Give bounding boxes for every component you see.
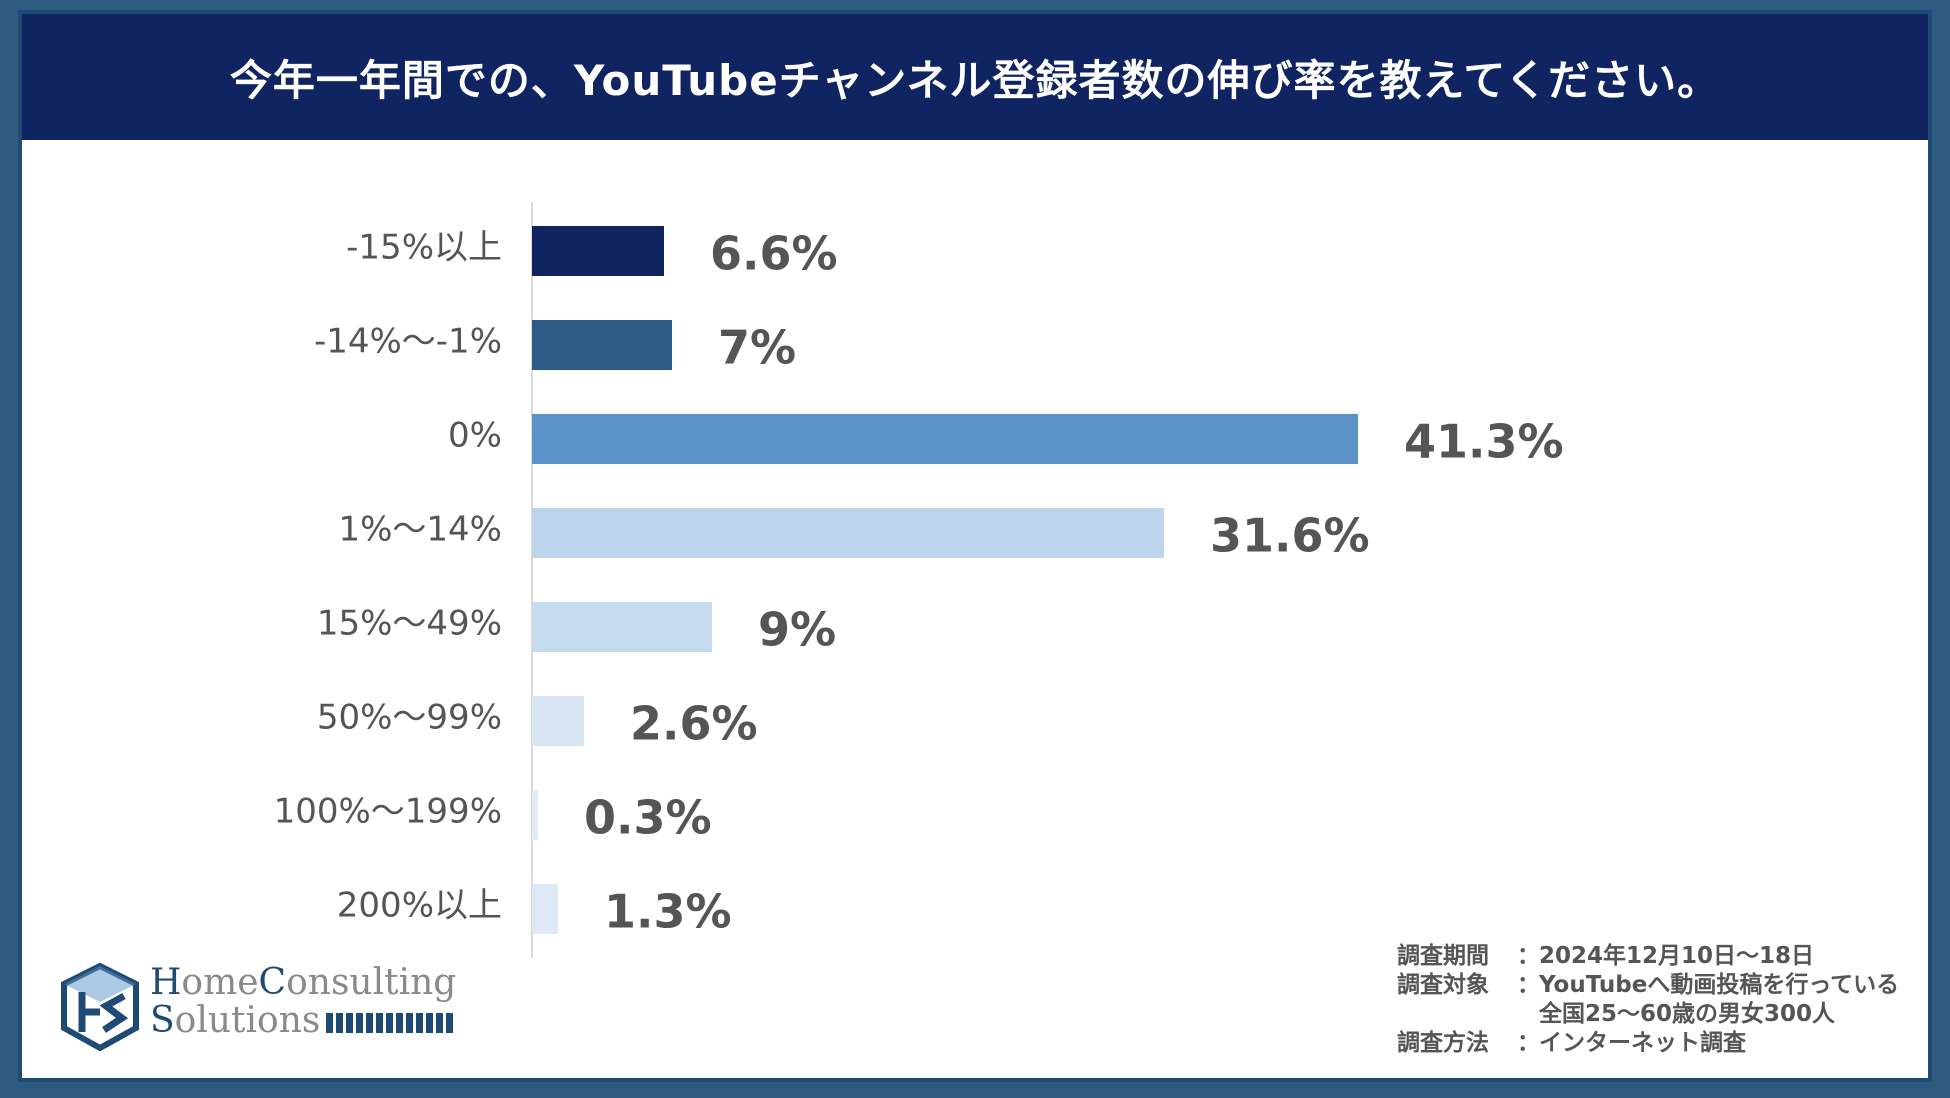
note-sep bbox=[1517, 1000, 1539, 1029]
bar bbox=[532, 320, 672, 370]
category-label: 50%〜99% bbox=[317, 698, 502, 738]
bar bbox=[532, 602, 712, 652]
data-label: 0.3% bbox=[584, 791, 712, 845]
category-label: 0% bbox=[448, 416, 502, 456]
bar bbox=[532, 790, 538, 840]
category-label: -15%以上 bbox=[346, 228, 502, 268]
note-key: 調査対象 bbox=[1397, 972, 1489, 998]
note-key: 調査方法 bbox=[1397, 1030, 1489, 1056]
logo-dots bbox=[326, 1013, 457, 1033]
category-label: 1%〜14% bbox=[338, 510, 502, 550]
note-sep: ： bbox=[1517, 943, 1540, 969]
company-logo: HomeConsulting Solutions bbox=[60, 962, 480, 1052]
bar bbox=[532, 884, 558, 934]
category-label: -14%〜-1% bbox=[314, 322, 502, 362]
note-sep: ： bbox=[1517, 972, 1540, 998]
note-row-target-cont: 全国25〜60歳の男女300人 bbox=[1397, 1000, 1899, 1029]
category-label: 15%〜49% bbox=[317, 604, 502, 644]
slide-frame: 今年一年間での、YouTubeチャンネル登録者数の伸び率を教えてください。 -1… bbox=[18, 10, 1932, 1082]
survey-notes: 調査期間 ： 2024年12月10日〜18日 調査対象 ： YouTubeへ動画… bbox=[1397, 942, 1899, 1058]
note-value: 2024年12月10日〜18日 bbox=[1539, 943, 1815, 969]
data-label: 31.6% bbox=[1210, 509, 1370, 563]
logo-wordmark: HomeConsulting Solutions bbox=[150, 962, 457, 1041]
data-label: 7% bbox=[718, 321, 796, 375]
bar bbox=[532, 508, 1164, 558]
bar bbox=[532, 414, 1358, 464]
data-label: 9% bbox=[758, 603, 836, 657]
note-key: 調査期間 bbox=[1397, 943, 1489, 969]
data-label: 41.3% bbox=[1404, 415, 1564, 469]
note-key bbox=[1397, 1000, 1517, 1029]
note-row-target: 調査対象 ： YouTubeへ動画投稿を行っている bbox=[1397, 971, 1899, 1000]
data-label: 1.3% bbox=[604, 885, 732, 939]
bar bbox=[532, 226, 664, 276]
note-value: インターネット調査 bbox=[1539, 1030, 1746, 1056]
bar bbox=[532, 696, 584, 746]
data-label: 6.6% bbox=[710, 227, 838, 281]
note-row-method: 調査方法 ： インターネット調査 bbox=[1397, 1029, 1899, 1058]
chart-title: 今年一年間での、YouTubeチャンネル登録者数の伸び率を教えてください。 bbox=[22, 14, 1928, 140]
note-value: 全国25〜60歳の男女300人 bbox=[1539, 1001, 1836, 1027]
category-label: 100%〜199% bbox=[274, 792, 502, 832]
category-label: 200%以上 bbox=[337, 886, 502, 926]
data-label: 2.6% bbox=[630, 697, 758, 751]
note-row-period: 調査期間 ： 2024年12月10日〜18日 bbox=[1397, 942, 1899, 971]
note-sep: ： bbox=[1517, 1030, 1540, 1056]
note-value: YouTubeへ動画投稿を行っている bbox=[1539, 972, 1900, 998]
hcs-logo-mark-icon bbox=[61, 962, 139, 1052]
bar-chart: -15%以上 6.6% -14%〜-1% 7% 0% 41.3% 1%〜14% 31.6% 15… bbox=[274, 202, 1564, 958]
